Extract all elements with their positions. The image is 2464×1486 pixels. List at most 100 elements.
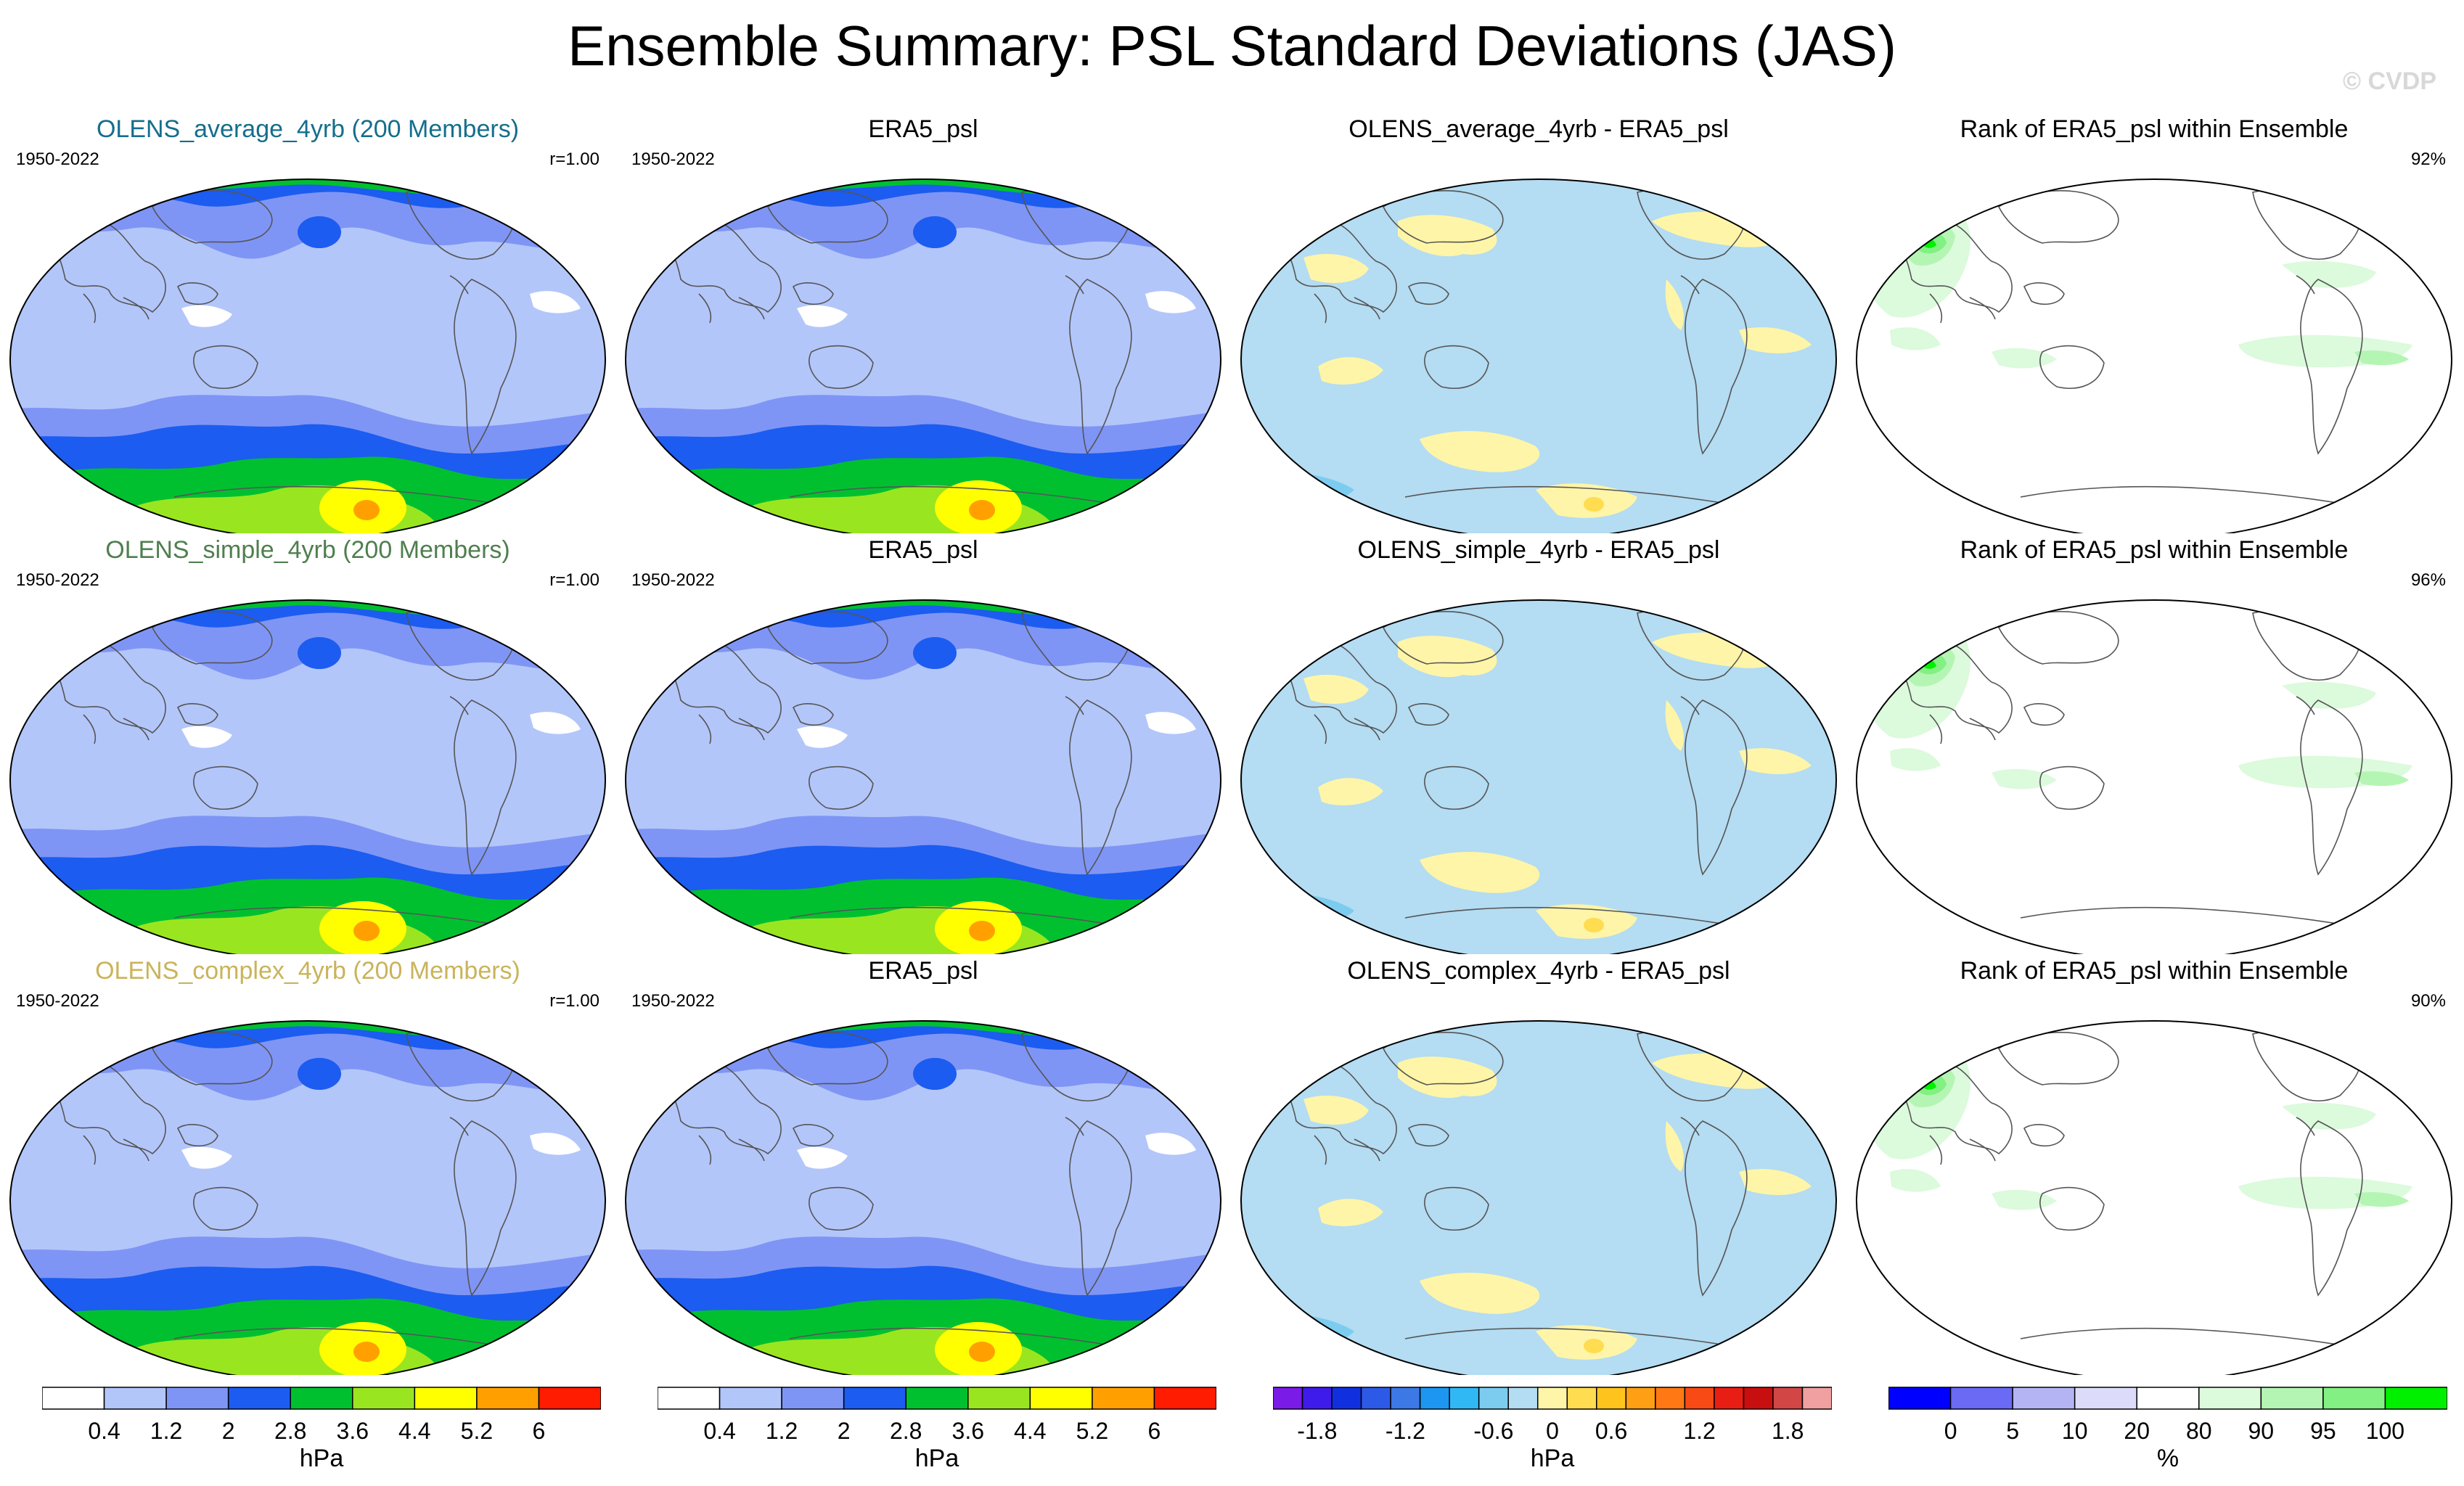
psl-diff-map <box>1231 112 1846 533</box>
colorbar-tick-label: 2.8 <box>889 1418 922 1444</box>
colorbar-boxes <box>1273 1387 1832 1410</box>
figure-title: Ensemble Summary: PSL Standard Deviation… <box>568 14 1896 78</box>
colorbar-boxes <box>1888 1387 2447 1410</box>
colorbar-box <box>1684 1387 1715 1410</box>
panel-title: OLENS_complex_4yrb - ERA5_psl <box>1347 957 1730 985</box>
colorbar-tick-label: 0 <box>1944 1418 1957 1444</box>
colorbar-box <box>538 1387 601 1410</box>
colorbar-box <box>2322 1387 2386 1410</box>
rank-percentage: 90% <box>2410 991 2446 1011</box>
psl-std-map <box>0 533 615 954</box>
panel-title: OLENS_average_4yrb - ERA5_psl <box>1348 115 1729 143</box>
rank-percentage: 92% <box>2410 149 2446 169</box>
colorbar-tick-label: 1.2 <box>150 1418 183 1444</box>
colorbar-box <box>1888 1387 1952 1410</box>
colorbar-tick-label: 1.2 <box>765 1418 798 1444</box>
panel-diff-row3: OLENS_complex_4yrb - ERA5_psl <box>1231 954 1846 1375</box>
colorbar-box <box>1390 1387 1421 1410</box>
panel-title: Rank of ERA5_psl within Ensemble <box>1960 957 2349 985</box>
colorbar-box <box>1625 1387 1656 1410</box>
colorbar-box <box>1092 1387 1155 1410</box>
panel-obs-row3: ERA5_psl 1950-2022 <box>615 954 1231 1375</box>
colorbar-rank: % 0 5 10 20 80 90 95 100 <box>1888 1384 2447 1486</box>
colorbar-box <box>290 1387 353 1410</box>
colorbar-box <box>967 1387 1031 1410</box>
colorbar-tick-label: 10 <box>2061 1418 2088 1444</box>
colorbar-tick-label: 5 <box>2006 1418 2019 1444</box>
period-label: 1950-2022 <box>16 570 99 590</box>
colorbar-tick-label: 95 <box>2310 1418 2336 1444</box>
colorbar-box <box>1478 1387 1509 1410</box>
psl-diff-map <box>1231 533 1846 954</box>
colorbar-box <box>476 1387 540 1410</box>
panel-title: ERA5_psl <box>868 115 978 143</box>
colorbar-box <box>658 1387 721 1410</box>
colorbar-tick-label: 0.6 <box>1595 1418 1628 1444</box>
colorbar-box <box>2260 1387 2324 1410</box>
colorbar-tick-label: 3.6 <box>951 1418 985 1444</box>
colorbar-tick-label: 2 <box>837 1418 851 1444</box>
colorbar-tick-label: 20 <box>2124 1418 2150 1444</box>
colorbar-box <box>414 1387 478 1410</box>
period-label: 1950-2022 <box>631 149 715 169</box>
colorbar-box <box>1801 1387 1832 1410</box>
psl-std-map <box>615 954 1231 1375</box>
colorbar-box <box>352 1387 416 1410</box>
panel-rank-row1: Rank of ERA5_psl within Ensemble 92% <box>1846 112 2462 533</box>
colorbar-unit: hPa <box>914 1445 959 1472</box>
panel-obs-row2: ERA5_psl 1950-2022 <box>615 533 1231 954</box>
colorbar-std-model: hPa 0.4 1.2 2 2.8 3.6 4.4 5.2 6 <box>42 1384 601 1486</box>
colorbar-boxes <box>42 1387 601 1410</box>
colorbar-unit: hPa <box>1530 1445 1575 1472</box>
colorbar-box <box>103 1387 167 1410</box>
rank-percentage: 96% <box>2410 570 2446 590</box>
colorbar-box <box>1772 1387 1804 1410</box>
colorbar-tick-label: -1.2 <box>1385 1418 1425 1444</box>
colorbar-box <box>1301 1387 1333 1410</box>
panel-title: OLENS_simple_4yrb (200 Members) <box>105 536 510 564</box>
colorbar-box <box>1655 1387 1686 1410</box>
psl-std-map <box>615 533 1231 954</box>
panel-model-row3: OLENS_complex_4yrb (200 Members) 1950-20… <box>0 954 615 1375</box>
colorbar-unit: hPa <box>299 1445 344 1472</box>
panel-obs-row1: ERA5_psl 1950-2022 <box>615 112 1231 533</box>
colorbar-unit: % <box>2156 1445 2179 1472</box>
colorbar-tick-label: 2 <box>221 1418 235 1444</box>
panel-title: OLENS_complex_4yrb (200 Members) <box>95 957 520 985</box>
colorbar-box <box>1419 1387 1450 1410</box>
colorbar-diff: hPa -1.8 -1.2 -0.6 0 0.6 1.2 1.8 <box>1273 1384 1832 1486</box>
colorbar-tick-label: 0 <box>1546 1418 1559 1444</box>
colorbar-box <box>2198 1387 2262 1410</box>
panel-model-row1: OLENS_average_4yrb (200 Members) 1950-20… <box>0 112 615 533</box>
colorbar-box <box>1360 1387 1391 1410</box>
colorbar-box <box>1714 1387 1745 1410</box>
colorbar-box <box>781 1387 845 1410</box>
colorbar-tick-label: 0.4 <box>88 1418 120 1444</box>
colorbar-tick-label: 4.4 <box>1014 1418 1047 1444</box>
psl-std-map <box>615 112 1231 533</box>
colorbar-box <box>1153 1387 1216 1410</box>
pattern-correlation: r=1.00 <box>549 149 599 169</box>
colorbar-tick-label: 4.4 <box>398 1418 431 1444</box>
colorbar-boxes <box>658 1387 1216 1410</box>
colorbar-tick-label: 2.8 <box>274 1418 307 1444</box>
pattern-correlation: r=1.00 <box>549 991 599 1011</box>
period-label: 1950-2022 <box>16 991 99 1011</box>
panel-title: ERA5_psl <box>868 536 978 564</box>
colorbar-box <box>1949 1387 2013 1410</box>
colorbar-tick-label: 3.6 <box>336 1418 369 1444</box>
colorbar-tick-label: -1.8 <box>1297 1418 1338 1444</box>
colorbar-box <box>1507 1387 1539 1410</box>
panel-title: Rank of ERA5_psl within Ensemble <box>1960 536 2349 564</box>
colorbar-box <box>2136 1387 2200 1410</box>
colorbar-box <box>1273 1387 1303 1410</box>
colorbar-box <box>905 1387 969 1410</box>
colorbar-box <box>42 1387 105 1410</box>
colorbar-box <box>1449 1387 1480 1410</box>
colorbar-tick-label: 6 <box>532 1418 546 1444</box>
colorbar-box <box>1743 1387 1774 1410</box>
colorbar-box <box>719 1387 782 1410</box>
colorbar-tick-label: 6 <box>1147 1418 1161 1444</box>
panel-rank-row3: Rank of ERA5_psl within Ensemble 90% <box>1846 954 2462 1375</box>
colorbar-box <box>1331 1387 1362 1410</box>
